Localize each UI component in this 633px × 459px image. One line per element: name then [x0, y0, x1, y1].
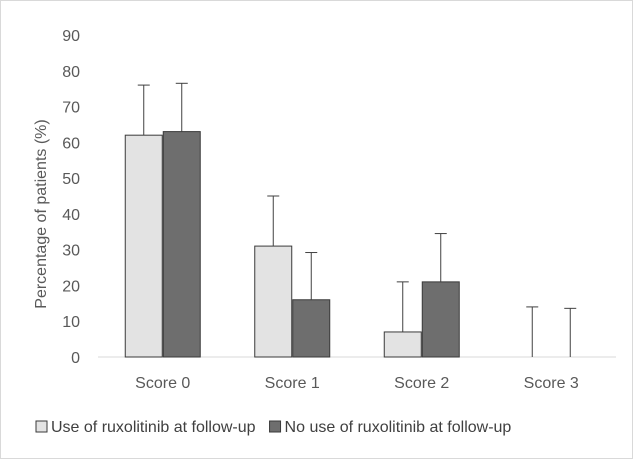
y-tick-label: 60 [62, 135, 80, 152]
y-tick-label: 50 [62, 171, 80, 188]
bar-use-0 [124, 134, 163, 358]
y-tick-label: 90 [62, 28, 80, 45]
legend-swatch [35, 420, 48, 433]
legend-label: No use of ruxolitinib at follow-up [285, 419, 512, 436]
bar-no-use-1 [292, 299, 331, 358]
x-tick-label: Score 2 [394, 375, 449, 392]
y-tick-label: 20 [62, 278, 80, 295]
bar-no-use-2 [421, 281, 460, 358]
bar-use-2 [383, 331, 422, 358]
bar-no-use-0 [162, 131, 201, 358]
x-tick-label: Score 3 [524, 375, 579, 392]
y-tick-label: 80 [62, 64, 80, 81]
y-tick-label: 10 [62, 314, 80, 331]
y-tick-label: 0 [71, 350, 80, 367]
y-tick-label: 30 [62, 243, 80, 260]
legend-label: Use of ruxolitinib at follow-up [51, 419, 256, 436]
x-tick-label: Score 1 [265, 375, 320, 392]
bar-use-1 [254, 245, 293, 358]
y-tick-label: 40 [62, 207, 80, 224]
legend-swatch [269, 420, 282, 433]
y-axis-title: Percentage of patients (%) [33, 119, 50, 308]
y-tick-label: 70 [62, 100, 80, 117]
x-tick-label: Score 0 [135, 375, 190, 392]
